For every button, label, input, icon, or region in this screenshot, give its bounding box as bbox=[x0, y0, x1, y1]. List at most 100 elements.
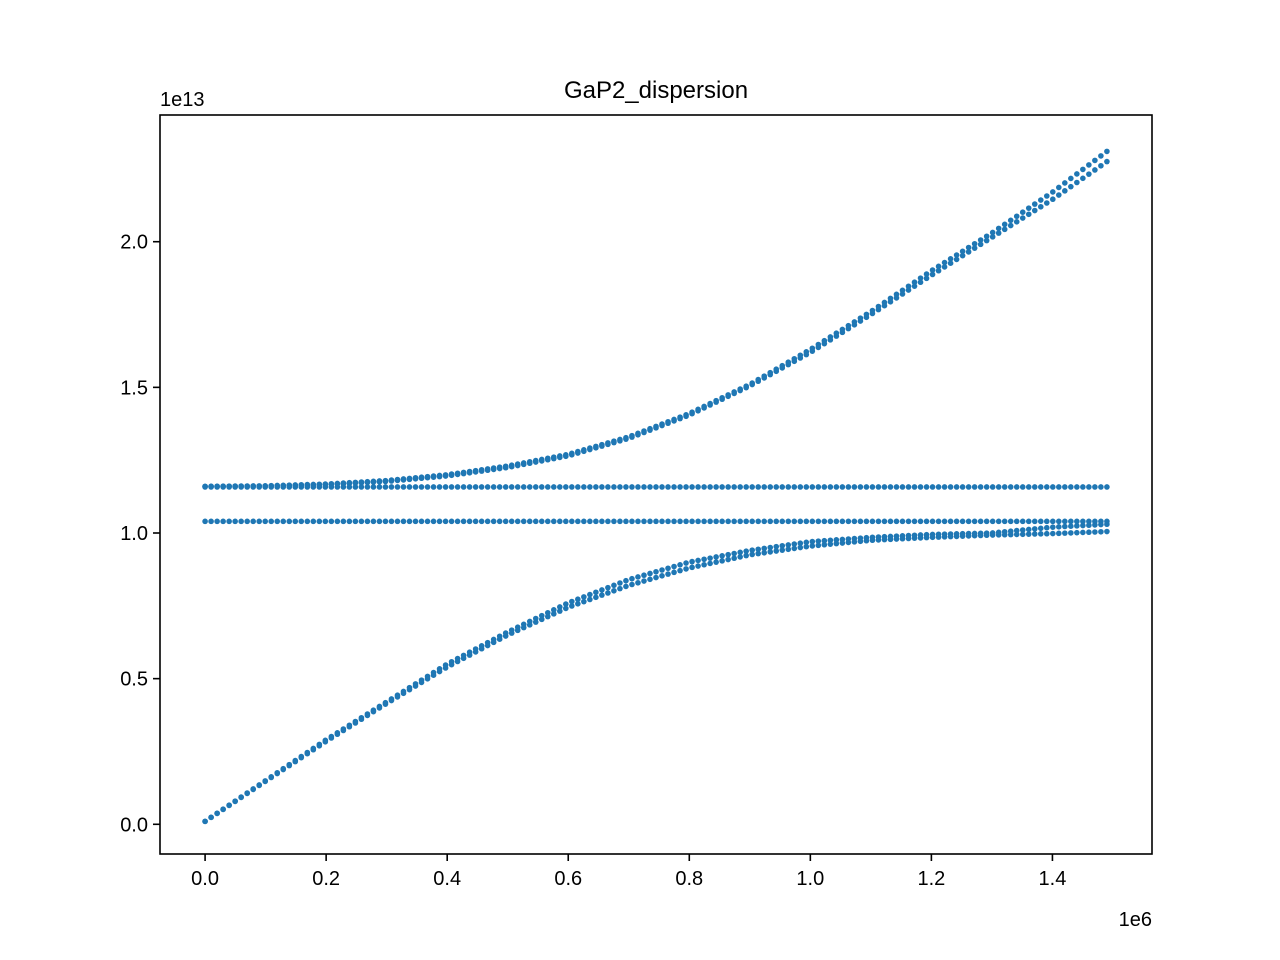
data-point bbox=[989, 518, 996, 525]
data-point bbox=[659, 573, 665, 579]
data-point bbox=[1056, 484, 1062, 490]
data-point bbox=[899, 484, 906, 490]
data-point bbox=[352, 480, 359, 486]
data-point bbox=[1019, 209, 1026, 215]
x-tick-label: 1.0 bbox=[796, 868, 824, 890]
data-point bbox=[563, 601, 569, 607]
data-point bbox=[1104, 528, 1110, 535]
data-point bbox=[749, 381, 755, 388]
data-point bbox=[983, 484, 990, 490]
data-point bbox=[695, 563, 701, 569]
data-point bbox=[496, 484, 503, 490]
data-point bbox=[250, 518, 256, 525]
data-point bbox=[364, 484, 371, 490]
data-point bbox=[917, 279, 924, 286]
data-point bbox=[575, 450, 581, 456]
data-point bbox=[779, 547, 786, 553]
data-point bbox=[268, 518, 275, 525]
data-point bbox=[508, 518, 515, 525]
data-point bbox=[635, 579, 641, 586]
data-point bbox=[719, 396, 725, 403]
data-point bbox=[514, 518, 521, 525]
data-point bbox=[959, 484, 966, 490]
data-point bbox=[923, 271, 930, 277]
data-point bbox=[340, 484, 347, 490]
data-point bbox=[328, 484, 335, 490]
data-point bbox=[478, 518, 485, 525]
data-point bbox=[701, 484, 707, 490]
data-point bbox=[587, 446, 593, 453]
data-point bbox=[478, 484, 485, 490]
data-point bbox=[424, 474, 431, 481]
data-point bbox=[593, 594, 599, 601]
data-point bbox=[581, 448, 587, 455]
data-point bbox=[587, 518, 593, 525]
data-point bbox=[1074, 529, 1080, 536]
data-point bbox=[406, 518, 413, 525]
data-point bbox=[508, 463, 515, 470]
x-tick-label: 1.2 bbox=[917, 868, 945, 890]
data-point bbox=[502, 464, 509, 471]
data-point bbox=[713, 484, 719, 490]
data-point bbox=[532, 484, 539, 490]
data-point bbox=[857, 318, 864, 324]
data-point bbox=[581, 594, 587, 600]
data-point bbox=[1025, 526, 1032, 533]
data-point bbox=[911, 279, 918, 286]
data-point bbox=[472, 649, 479, 655]
data-point bbox=[821, 537, 828, 544]
data-point bbox=[575, 484, 581, 490]
data-point bbox=[1001, 484, 1008, 490]
data-point bbox=[587, 484, 593, 490]
data-point bbox=[833, 540, 840, 547]
data-point bbox=[280, 766, 287, 773]
data-point bbox=[544, 456, 551, 463]
data-point bbox=[376, 518, 383, 525]
data-point bbox=[208, 484, 214, 490]
data-point bbox=[941, 484, 948, 490]
data-point bbox=[262, 778, 269, 785]
data-point bbox=[743, 384, 749, 391]
data-point bbox=[905, 287, 912, 293]
data-point bbox=[208, 814, 214, 821]
data-point bbox=[1062, 518, 1068, 525]
data-point bbox=[334, 731, 341, 738]
data-point bbox=[827, 337, 834, 343]
data-point bbox=[1086, 518, 1092, 525]
data-point bbox=[514, 484, 521, 490]
data-point bbox=[983, 237, 990, 244]
data-point bbox=[292, 484, 299, 490]
data-point bbox=[244, 790, 250, 797]
data-point bbox=[593, 589, 599, 596]
data-point bbox=[677, 518, 683, 525]
data-point bbox=[833, 484, 840, 490]
data-point bbox=[508, 630, 515, 636]
data-point bbox=[226, 802, 232, 809]
data-point bbox=[394, 518, 401, 525]
x-tick-label: 0.8 bbox=[675, 868, 703, 890]
data-point bbox=[412, 683, 419, 689]
data-point bbox=[731, 518, 737, 525]
data-point bbox=[538, 484, 545, 490]
data-point bbox=[731, 390, 737, 397]
data-point bbox=[731, 484, 737, 490]
data-point bbox=[713, 554, 719, 560]
data-point bbox=[743, 518, 749, 525]
data-point bbox=[322, 518, 329, 525]
data-point bbox=[1062, 180, 1068, 186]
data-point bbox=[785, 518, 792, 525]
data-point bbox=[725, 393, 731, 400]
data-point bbox=[911, 283, 918, 289]
data-point bbox=[887, 518, 894, 525]
data-point bbox=[1001, 226, 1008, 233]
data-point bbox=[400, 690, 407, 697]
data-point bbox=[1062, 530, 1068, 536]
data-point bbox=[1037, 484, 1044, 490]
data-point bbox=[1050, 524, 1056, 530]
data-point bbox=[797, 518, 804, 525]
data-point bbox=[809, 518, 816, 525]
data-point bbox=[779, 518, 786, 525]
data-point bbox=[1037, 203, 1044, 210]
data-point bbox=[394, 694, 401, 700]
data-point bbox=[665, 571, 671, 577]
